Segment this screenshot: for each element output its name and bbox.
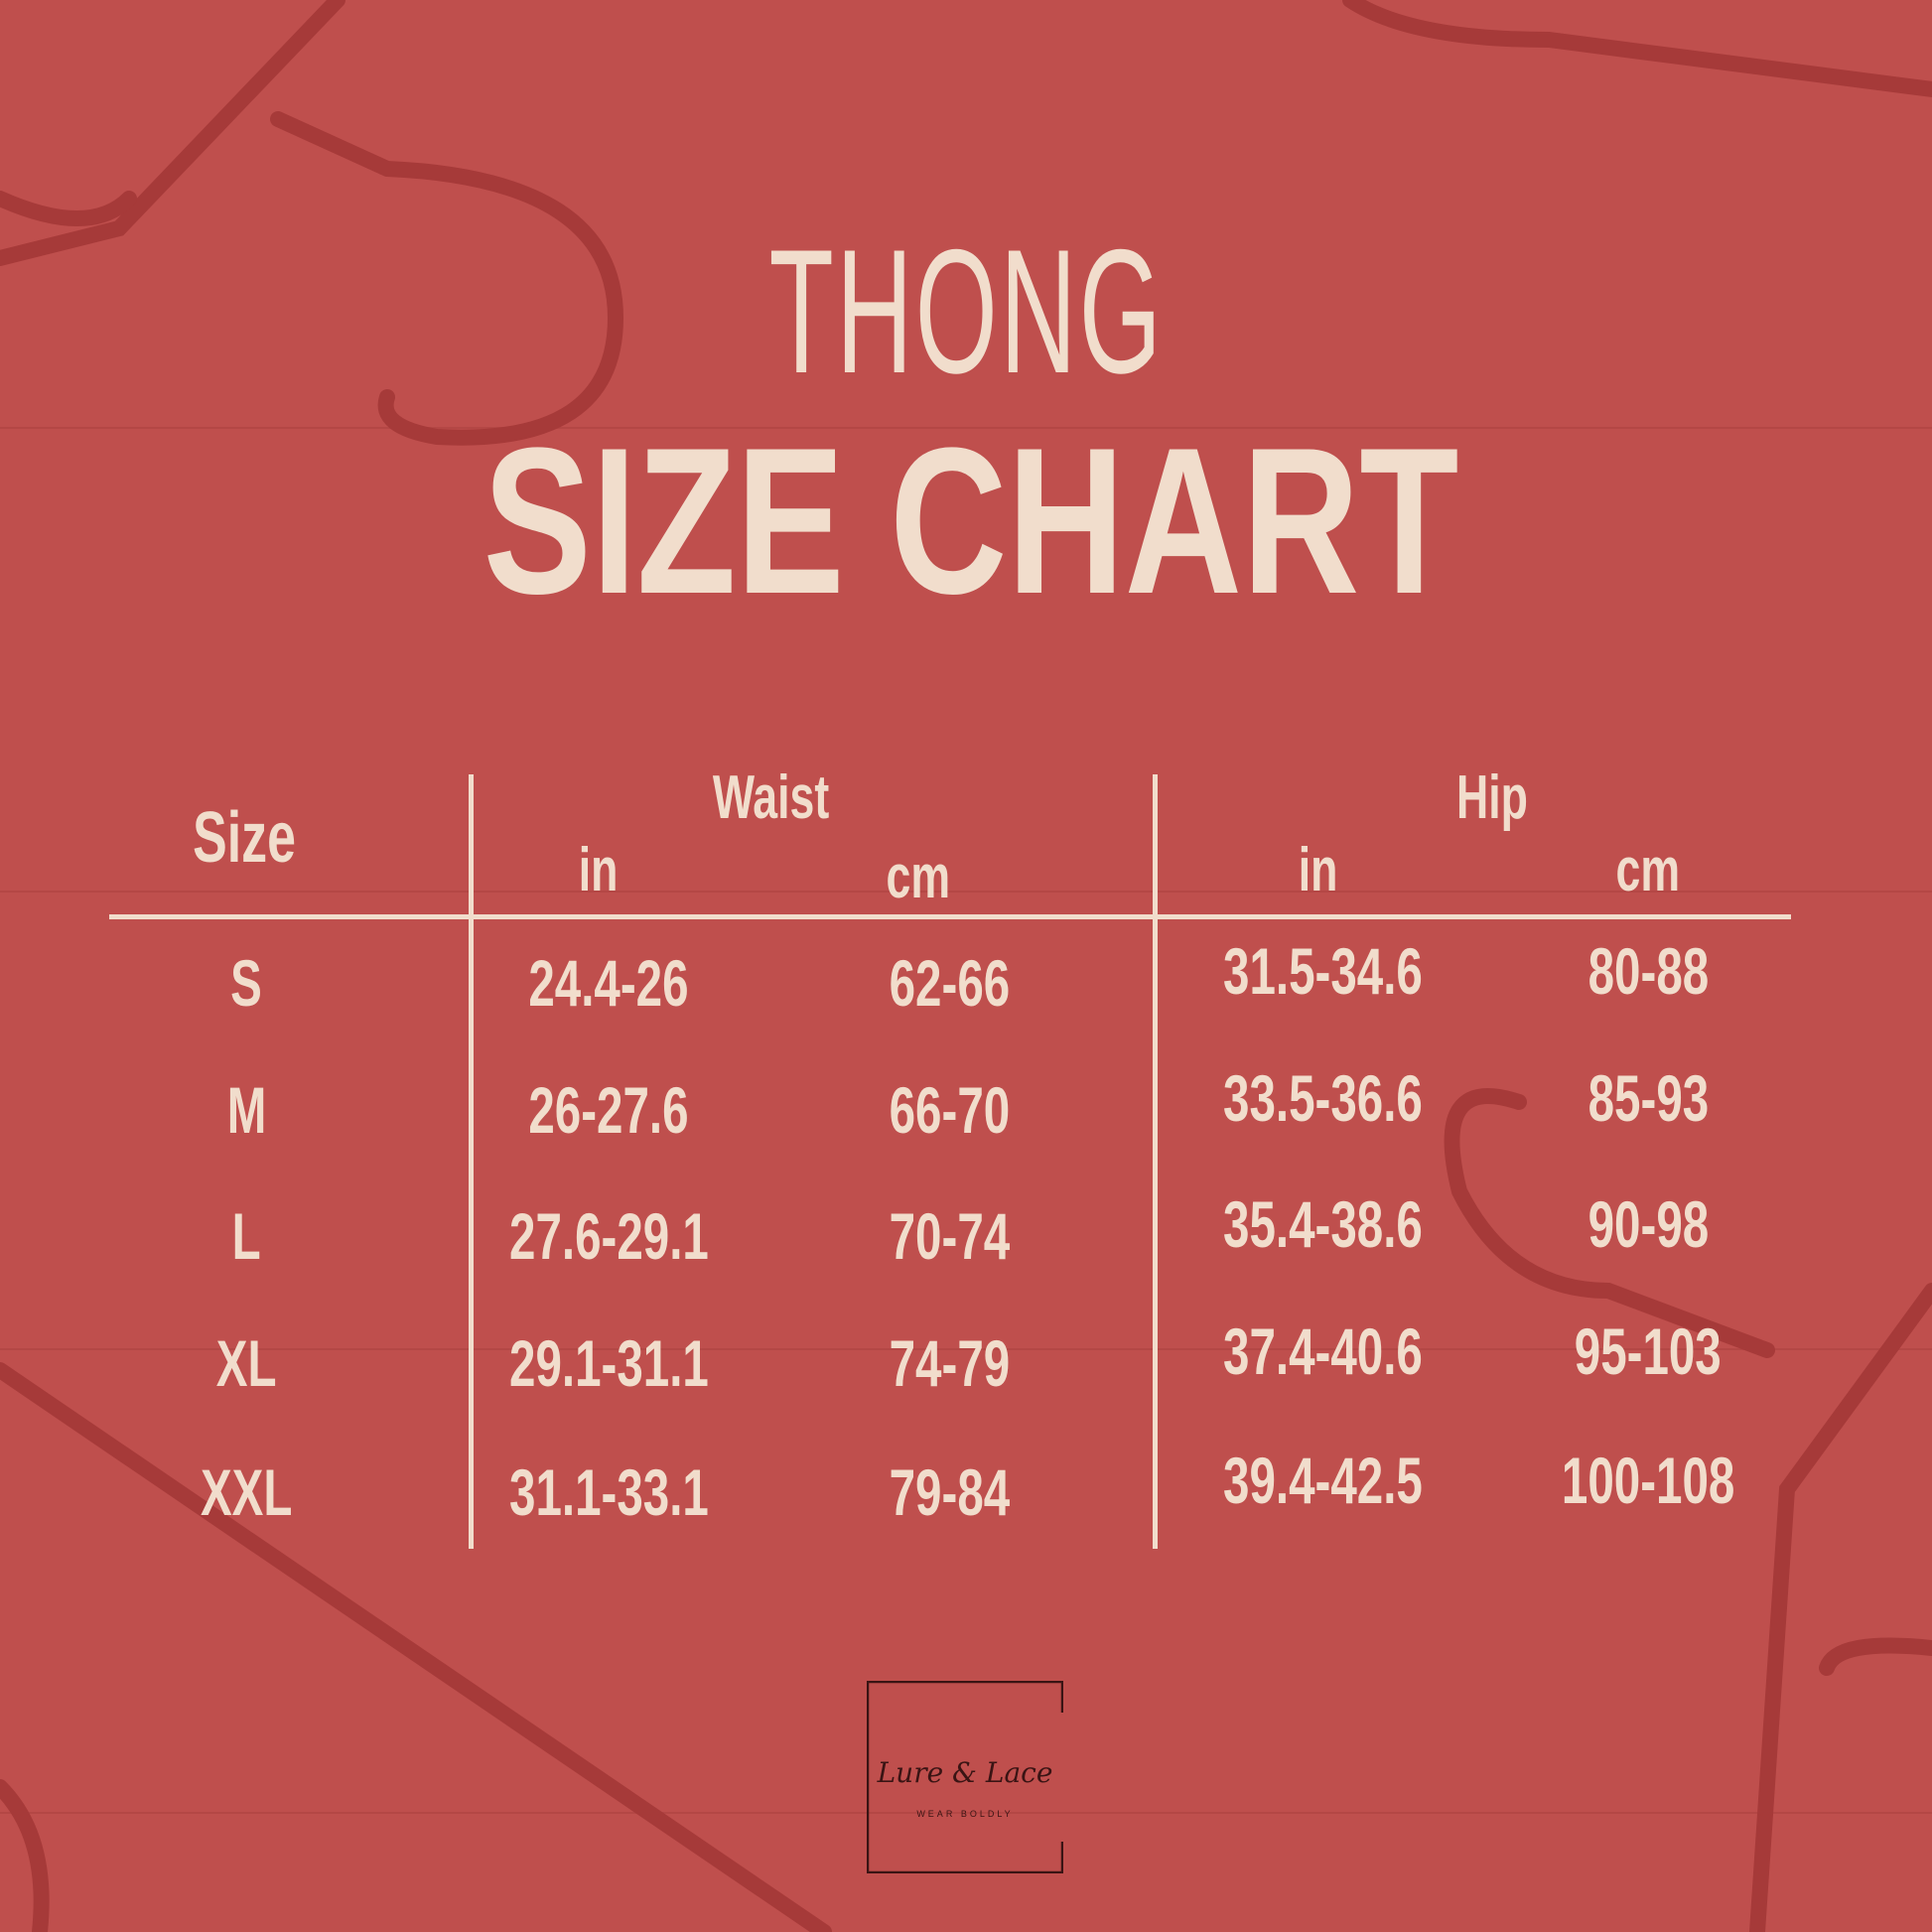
header-waist-in: in <box>579 836 619 904</box>
logo-name: Lure & Lace <box>877 1756 1053 1789</box>
cell-text: M <box>226 1073 266 1147</box>
cell-waist-cm: 70-74 <box>790 1203 1108 1269</box>
cell-text: 33.5-36.6 <box>1222 1061 1423 1135</box>
cell-waist-in: 31.1-33.1 <box>450 1459 767 1525</box>
logo-frame-icon <box>867 1681 1063 1873</box>
cell-waist-in: 29.1-31.1 <box>450 1330 767 1396</box>
cell-waist-in: 26-27.6 <box>450 1077 767 1143</box>
cell-text: S <box>230 946 262 1020</box>
cell-waist-cm: 79-84 <box>790 1459 1108 1525</box>
header-hip: Hip <box>1456 763 1528 832</box>
cell-waist-in: 27.6-29.1 <box>450 1203 767 1269</box>
cell-text: 29.1-31.1 <box>508 1326 709 1400</box>
header-divider <box>109 914 1791 919</box>
wood-plank-line <box>0 1812 1932 1814</box>
column-divider <box>1153 774 1158 1549</box>
cell-text: 85-93 <box>1587 1061 1709 1135</box>
cell-text: 74-79 <box>889 1326 1010 1400</box>
cell-text: 24.4-26 <box>528 946 689 1020</box>
wood-plank-line <box>0 891 1932 893</box>
cell-text: 37.4-40.6 <box>1222 1314 1423 1388</box>
logo-tagline: WEAR BOLDLY <box>916 1809 1014 1819</box>
header-hip-cm: cm <box>1615 836 1681 904</box>
cell-text: 70-74 <box>889 1199 1010 1273</box>
cell-hip-in: 35.4-38.6 <box>1164 1191 1481 1257</box>
cell-text: 66-70 <box>889 1073 1010 1147</box>
cell-text: 26-27.6 <box>528 1073 689 1147</box>
wood-plank-line <box>0 427 1932 429</box>
cell-hip-cm: 85-93 <box>1489 1065 1807 1131</box>
cell-text: 31.5-34.6 <box>1222 934 1423 1008</box>
cell-size: S <box>87 950 405 1016</box>
cell-hip-in: 33.5-36.6 <box>1164 1065 1481 1131</box>
cell-text: 80-88 <box>1587 934 1709 1008</box>
cell-waist-cm: 74-79 <box>790 1330 1108 1396</box>
cell-text: 95-103 <box>1575 1314 1722 1388</box>
cell-size: L <box>87 1203 405 1269</box>
cell-waist-cm: 62-66 <box>790 950 1108 1016</box>
header-size: Size <box>193 798 296 878</box>
cell-hip-in: 31.5-34.6 <box>1164 938 1481 1004</box>
cell-text: 90-98 <box>1587 1187 1709 1261</box>
cell-text: 62-66 <box>889 946 1010 1020</box>
cell-hip-in: 37.4-40.6 <box>1164 1318 1481 1384</box>
cell-text: 27.6-29.1 <box>508 1199 709 1273</box>
wood-plank-line <box>0 1348 1932 1350</box>
cell-text: 100-108 <box>1561 1444 1735 1517</box>
cell-size: XL <box>87 1330 405 1396</box>
cell-hip-cm: 95-103 <box>1489 1318 1807 1384</box>
cell-text: XL <box>215 1326 277 1400</box>
header-hip-in: in <box>1299 836 1338 904</box>
cell-hip-cm: 100-108 <box>1489 1448 1807 1513</box>
title-size-chart: SIZE CHART <box>483 404 1459 637</box>
header-waist: Waist <box>713 763 830 832</box>
cell-size: M <box>87 1077 405 1143</box>
cell-text: 35.4-38.6 <box>1222 1187 1423 1261</box>
cell-waist-in: 24.4-26 <box>450 950 767 1016</box>
brand-logo: Lure & Lace WEAR BOLDLY <box>867 1681 1063 1873</box>
title-product: THONG <box>768 212 1164 410</box>
cell-hip-in: 39.4-42.5 <box>1164 1448 1481 1513</box>
cell-text: 31.1-33.1 <box>508 1455 709 1529</box>
column-divider <box>469 774 474 1549</box>
cell-waist-cm: 66-70 <box>790 1077 1108 1143</box>
cell-hip-cm: 90-98 <box>1489 1191 1807 1257</box>
cell-text: 39.4-42.5 <box>1222 1444 1423 1517</box>
header-waist-cm: cm <box>886 843 951 911</box>
cell-size: XXL <box>87 1459 405 1525</box>
cell-text: L <box>231 1199 261 1273</box>
cell-hip-cm: 80-88 <box>1489 938 1807 1004</box>
cell-text: XXL <box>200 1455 293 1529</box>
cell-text: 79-84 <box>889 1455 1010 1529</box>
